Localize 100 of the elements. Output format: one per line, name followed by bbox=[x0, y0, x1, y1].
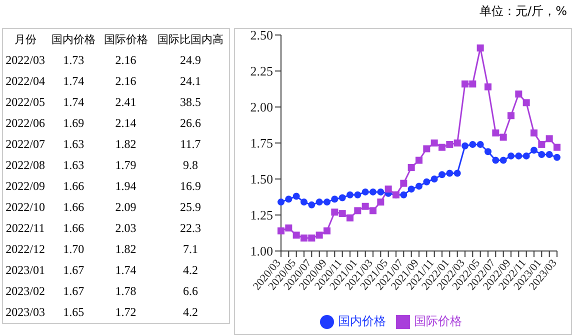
point bbox=[362, 188, 369, 196]
point bbox=[476, 44, 484, 52]
data-label: 1.69 bbox=[62, 115, 86, 132]
point bbox=[522, 152, 530, 160]
data-label: 1.94 bbox=[114, 178, 138, 195]
point bbox=[285, 224, 292, 232]
point bbox=[546, 151, 553, 158]
point bbox=[538, 151, 546, 158]
point bbox=[484, 148, 492, 156]
data-label: 2.41 bbox=[114, 94, 138, 111]
category-label: 2023/02 bbox=[4, 283, 46, 300]
point bbox=[346, 214, 354, 222]
category-label: 2022/05 bbox=[4, 94, 46, 111]
category-label: 2022/11 bbox=[4, 220, 46, 237]
point bbox=[423, 178, 430, 186]
data-label: 1.66 bbox=[62, 220, 86, 237]
point bbox=[416, 156, 422, 164]
point bbox=[316, 198, 323, 206]
y-tick-label: 1.75 bbox=[250, 136, 273, 151]
y-tick-label: 2.25 bbox=[250, 64, 273, 79]
point bbox=[492, 129, 500, 136]
point bbox=[515, 152, 522, 160]
category-label: 2022/12 bbox=[4, 241, 46, 258]
point bbox=[469, 140, 476, 148]
point bbox=[538, 140, 546, 148]
point bbox=[430, 140, 438, 146]
data-label: 1.82 bbox=[114, 241, 138, 258]
point bbox=[324, 227, 330, 234]
data-label: 22.3 bbox=[178, 220, 202, 237]
data-label: 24.9 bbox=[178, 52, 202, 69]
point bbox=[508, 152, 514, 160]
data-label: 1.66 bbox=[62, 199, 86, 216]
point bbox=[408, 164, 415, 171]
data-label: 1.74 bbox=[62, 73, 86, 90]
data-label: 1.72 bbox=[114, 304, 138, 321]
category-label: 2022/08 bbox=[4, 157, 46, 174]
data-label: 1.63 bbox=[62, 157, 86, 174]
data-label: 38.5 bbox=[178, 94, 202, 111]
data-label: 1.66 bbox=[62, 178, 86, 195]
point bbox=[370, 207, 376, 214]
point bbox=[446, 170, 454, 177]
point bbox=[292, 232, 300, 239]
point bbox=[554, 144, 560, 151]
point bbox=[522, 99, 530, 106]
y-tick-label: 1.00 bbox=[250, 244, 273, 259]
data-label: 1.73 bbox=[62, 52, 86, 69]
category-label: 2022/04 bbox=[4, 73, 46, 90]
point bbox=[492, 156, 500, 164]
point bbox=[308, 234, 316, 242]
y-tick-label: 1.25 bbox=[250, 208, 273, 223]
data-label: 6.6 bbox=[182, 283, 199, 300]
data-label: 1.82 bbox=[114, 136, 138, 153]
point bbox=[446, 140, 454, 148]
category-label: 2022/06 bbox=[4, 115, 46, 132]
data-label: 2.16 bbox=[114, 52, 138, 69]
point bbox=[377, 198, 384, 206]
y-tick-label: 2.00 bbox=[250, 100, 273, 115]
data-label: 7.1 bbox=[182, 241, 199, 258]
data-label: 11.7 bbox=[179, 136, 202, 153]
data-label: 2.03 bbox=[114, 220, 138, 237]
data-label: 2.09 bbox=[114, 199, 138, 216]
point bbox=[454, 170, 461, 177]
point bbox=[430, 176, 438, 182]
data-label: 1.78 bbox=[114, 283, 138, 300]
data-label: 1.74 bbox=[114, 262, 138, 279]
point bbox=[316, 232, 323, 239]
legend-label: 国内价格 bbox=[338, 314, 386, 328]
point bbox=[338, 210, 346, 218]
point bbox=[530, 129, 538, 136]
point bbox=[300, 234, 308, 242]
text: 国内价格 bbox=[50, 32, 97, 48]
category-label: 2022/10 bbox=[4, 199, 46, 216]
data-label: 4.2 bbox=[182, 262, 199, 279]
point bbox=[476, 140, 484, 148]
point bbox=[292, 192, 300, 200]
data-label: 1.74 bbox=[62, 94, 86, 111]
point bbox=[377, 188, 384, 196]
point bbox=[554, 154, 560, 161]
data-label: 2.14 bbox=[114, 115, 138, 132]
point bbox=[454, 140, 461, 146]
category-label: 2022/07 bbox=[4, 136, 46, 153]
data-label: 25.9 bbox=[178, 199, 202, 216]
point bbox=[469, 80, 476, 88]
point bbox=[462, 142, 468, 150]
point bbox=[530, 146, 538, 154]
point bbox=[400, 191, 408, 198]
point bbox=[508, 112, 514, 120]
data-label: 1.65 bbox=[62, 304, 86, 321]
text: 月份 bbox=[13, 32, 38, 48]
data-label: 1.79 bbox=[114, 157, 138, 174]
point bbox=[423, 145, 430, 152]
point bbox=[484, 83, 492, 90]
legend-label: 国际价格 bbox=[414, 314, 462, 328]
point bbox=[354, 191, 362, 198]
point bbox=[346, 191, 354, 198]
point bbox=[416, 182, 422, 190]
point bbox=[354, 207, 362, 214]
point bbox=[400, 180, 408, 187]
data-label: 24.1 bbox=[178, 73, 202, 90]
category-label: 2023/03 bbox=[4, 304, 46, 321]
